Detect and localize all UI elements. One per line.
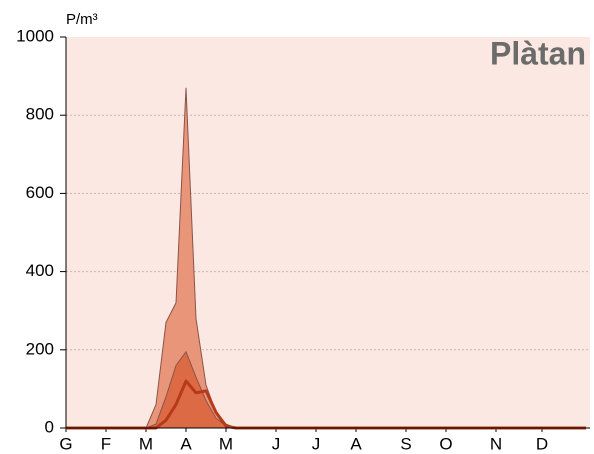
x-tick-label: M bbox=[139, 434, 153, 453]
y-tick-label: 1000 bbox=[16, 26, 54, 45]
x-tick-label: D bbox=[536, 434, 548, 453]
x-tick-label: J bbox=[272, 434, 281, 453]
x-tick-label: O bbox=[439, 434, 452, 453]
x-tick-label: G bbox=[59, 434, 72, 453]
y-tick-label: 200 bbox=[26, 339, 54, 358]
x-tick-label: F bbox=[101, 434, 111, 453]
y-tick-label: 400 bbox=[26, 261, 54, 280]
y-tick-label: 0 bbox=[45, 417, 54, 436]
y-tick-label: 600 bbox=[26, 183, 54, 202]
y-axis-label: P/m³ bbox=[66, 11, 98, 28]
x-tick-label: A bbox=[350, 434, 362, 453]
plot-background bbox=[66, 37, 590, 428]
chart-title: Plàtan bbox=[490, 35, 586, 71]
x-tick-label: S bbox=[400, 434, 411, 453]
x-tick-label: M bbox=[219, 434, 233, 453]
x-tick-label: J bbox=[312, 434, 321, 453]
x-tick-label: N bbox=[490, 434, 502, 453]
x-tick-label: A bbox=[180, 434, 192, 453]
y-tick-label: 800 bbox=[26, 105, 54, 124]
